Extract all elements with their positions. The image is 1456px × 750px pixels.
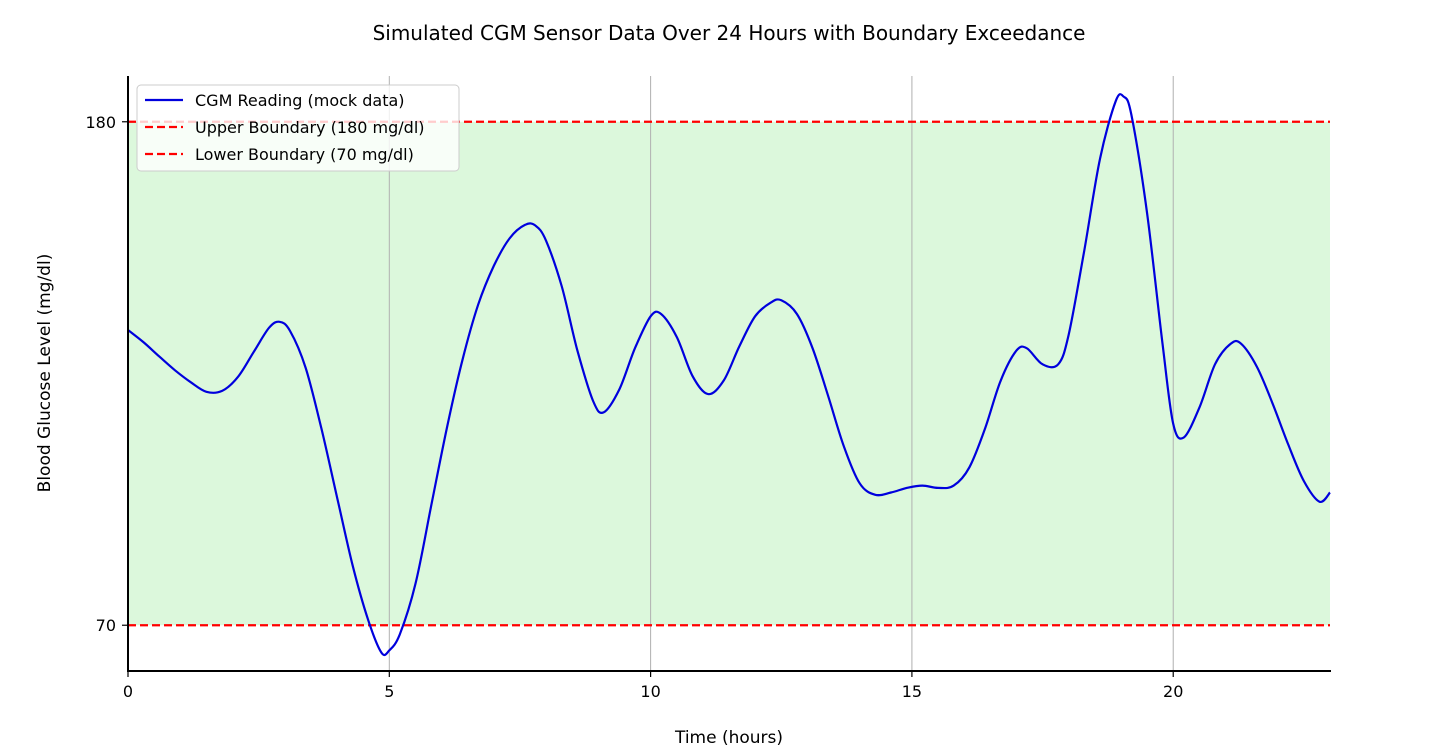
cgm-reading-line <box>127 93 1331 657</box>
legend: CGM Reading (mock data) Upper Boundary (… <box>136 84 460 172</box>
chart-title: Simulated CGM Sensor Data Over 24 Hours … <box>373 21 1086 45</box>
y-tick-label-180: 180 <box>85 113 116 132</box>
x-tick-label-20: 20 <box>1163 682 1183 701</box>
legend-label-upper: Upper Boundary (180 mg/dl) <box>195 118 425 137</box>
x-tick-label-15: 15 <box>902 682 922 701</box>
x-grid <box>388 76 1174 671</box>
x-ticks: 0 5 10 15 20 <box>123 671 1183 701</box>
legend-label-lower: Lower Boundary (70 mg/dl) <box>195 145 414 164</box>
x-tick-label-10: 10 <box>640 682 660 701</box>
legend-box <box>136 84 460 172</box>
legend-label-cgm: CGM Reading (mock data) <box>195 91 405 110</box>
x-tick-label-5: 5 <box>384 682 394 701</box>
normal-range-band <box>128 121 1330 626</box>
y-axis-label: Blood Glucose Level (mg/dl) <box>35 254 55 493</box>
y-ticks: 70 180 <box>85 113 128 635</box>
x-tick-label-0: 0 <box>123 682 133 701</box>
y-tick-label-70: 70 <box>96 616 116 635</box>
boundary-lines <box>128 120 1330 627</box>
x-axis-label: Time (hours) <box>674 728 783 748</box>
